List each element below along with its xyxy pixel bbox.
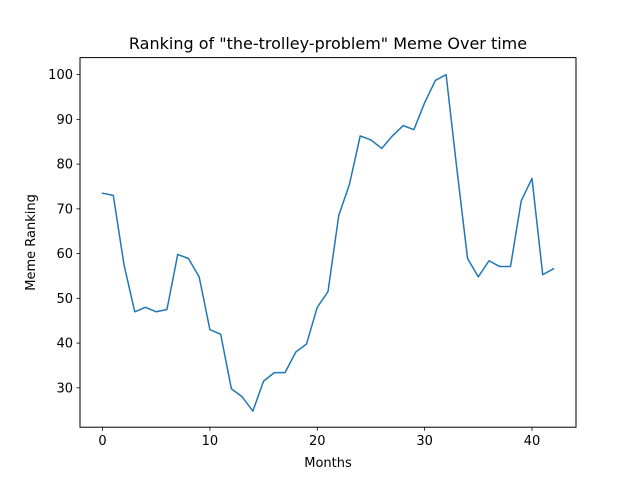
y-tick-label: 70 [56, 202, 73, 217]
y-tick-label: 50 [56, 292, 73, 307]
x-axis-label: Months [304, 456, 352, 471]
x-tick-label: 20 [309, 434, 326, 449]
y-tick-label: 90 [56, 113, 73, 128]
y-tick-label: 40 [56, 337, 73, 352]
y-tick-label: 30 [56, 381, 73, 396]
y-tick-label: 100 [48, 68, 73, 83]
x-tick-label: 10 [202, 434, 219, 449]
x-tick-label: 40 [524, 434, 541, 449]
x-tick-label: 30 [416, 434, 433, 449]
y-tick-label: 80 [56, 158, 73, 173]
y-tick-label: 60 [56, 247, 73, 262]
y-axis-label: Meme Ranking [24, 194, 39, 291]
x-tick-label: 0 [98, 434, 106, 449]
chart-title: Ranking of "the-trolley-problem" Meme Ov… [129, 34, 527, 53]
